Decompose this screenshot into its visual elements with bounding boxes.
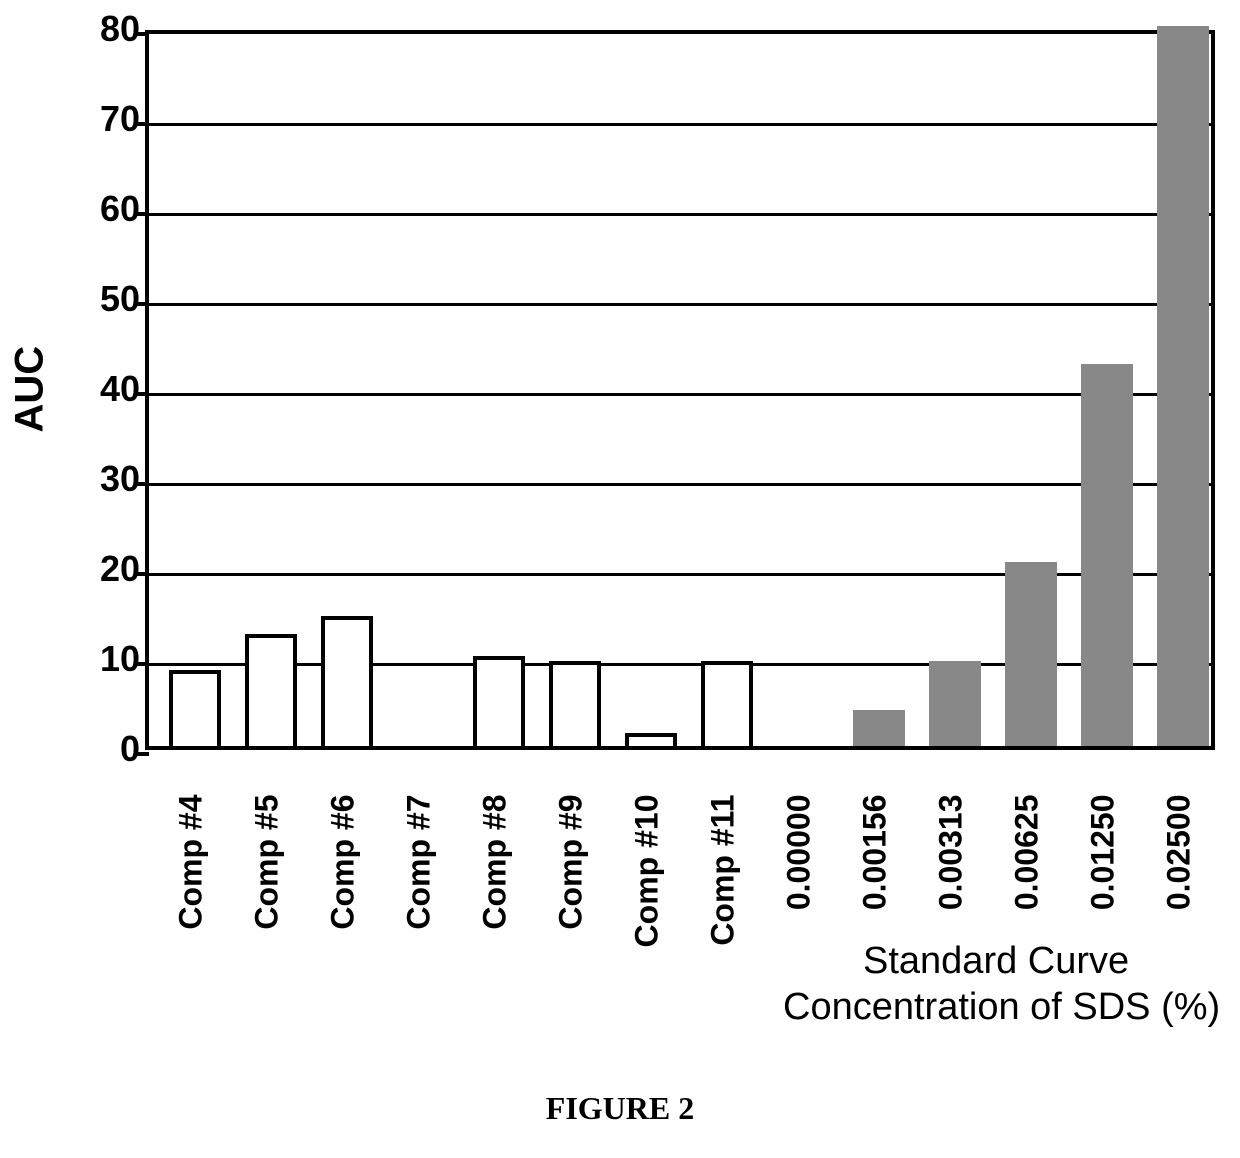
x-tick-label: Comp #7: [401, 795, 438, 995]
bar: [549, 661, 601, 747]
x-tick-label: 0.02500: [1161, 795, 1198, 995]
y-tick-label: 50: [60, 278, 140, 320]
x-tick-label: Comp #9: [553, 795, 590, 995]
y-tick-label: 70: [60, 98, 140, 140]
y-tick-label: 10: [60, 638, 140, 680]
bar: [929, 661, 981, 747]
y-axis-label: AUC: [8, 346, 53, 433]
x-tick-label: Comp #8: [477, 795, 514, 995]
bar: [169, 670, 221, 747]
bar: [473, 656, 525, 746]
x-tick-label: Comp #10: [629, 795, 666, 995]
bar: [1157, 26, 1209, 746]
y-tick-label: 80: [60, 8, 140, 50]
x-tick-label: Comp #6: [325, 795, 362, 995]
chart-container: AUC 01020304050607080 Comp #4Comp #5Comp…: [40, 30, 1220, 930]
bar: [321, 616, 373, 747]
y-tick-label: 60: [60, 188, 140, 230]
figure-label: FIGURE 2: [0, 1090, 1240, 1127]
bar: [1081, 364, 1133, 747]
bars-area: [149, 34, 1211, 746]
x-tick-label: Comp #11: [705, 795, 742, 995]
x-tick-label: Comp #5: [249, 795, 286, 995]
bar: [625, 733, 677, 747]
x-tick-label: Comp #4: [173, 795, 210, 995]
bar: [1005, 562, 1057, 747]
bar: [853, 710, 905, 746]
x-axis-annotation-1: Standard Curve: [863, 940, 1129, 983]
y-tick-label: 40: [60, 368, 140, 410]
plot-area: [145, 30, 1215, 750]
bar: [245, 634, 297, 747]
x-axis-annotation-2: Concentration of SDS (%): [783, 986, 1220, 1029]
bar: [701, 661, 753, 747]
y-tick-label: 20: [60, 548, 140, 590]
y-tick-label: 30: [60, 458, 140, 500]
x-tick-label: 0.00000: [781, 795, 818, 995]
y-tick-label: 0: [60, 728, 140, 770]
